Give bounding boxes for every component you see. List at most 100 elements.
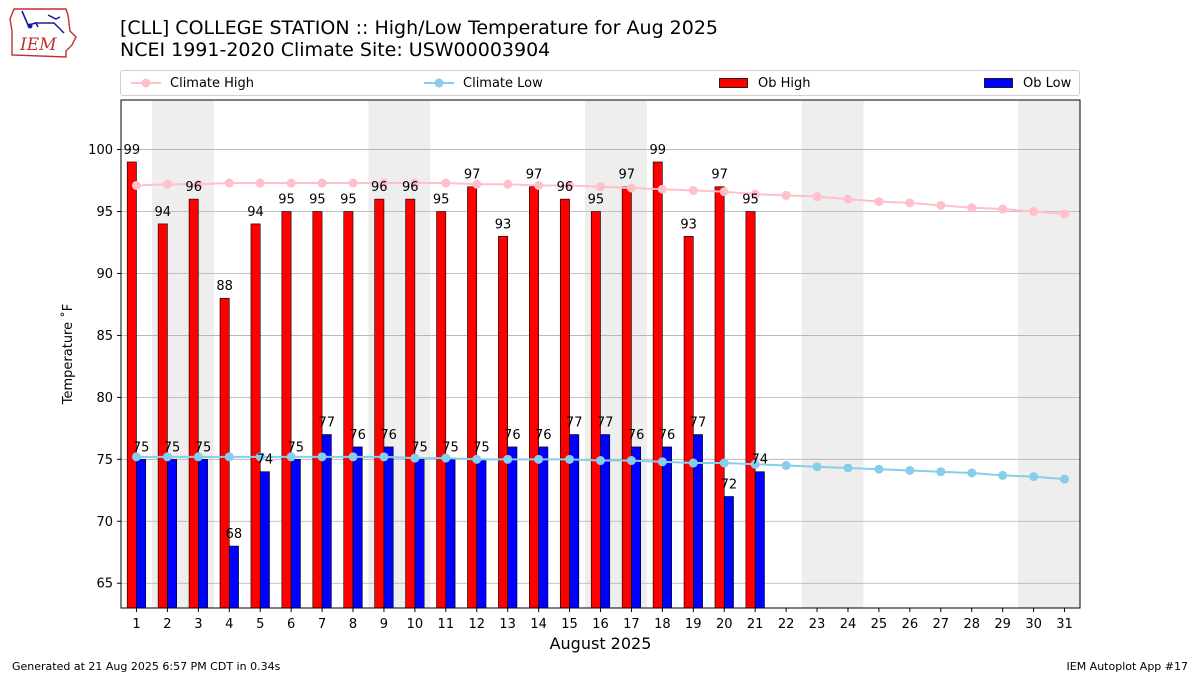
legend-item-climate-high: Climate High bbox=[131, 71, 254, 95]
ob-low-label: 75 bbox=[288, 440, 305, 455]
climate-low-point bbox=[131, 452, 141, 462]
climate-low-point bbox=[781, 461, 791, 471]
iem-logo: IEM bbox=[9, 8, 77, 58]
climate-high-point bbox=[781, 190, 791, 200]
x-tick-label: 1 bbox=[132, 617, 140, 632]
app-credit: IEM Autoplot App #17 bbox=[1066, 660, 1189, 673]
ob-low-label: 77 bbox=[690, 416, 707, 431]
x-tick-label: 24 bbox=[840, 617, 857, 632]
x-tick-label: 19 bbox=[685, 617, 702, 632]
x-tick-label: 25 bbox=[871, 617, 888, 632]
climate-low-point bbox=[874, 464, 884, 474]
climate-low-point bbox=[441, 453, 451, 463]
legend-item-ob-low: Ob Low bbox=[984, 71, 1071, 95]
climate-low-point bbox=[936, 467, 946, 477]
ob-high-label: 96 bbox=[371, 180, 388, 195]
x-tick-label: 23 bbox=[809, 617, 826, 632]
y-tick-label: 100 bbox=[88, 143, 113, 158]
ob-low-bar bbox=[631, 446, 642, 609]
climate-high-point bbox=[255, 178, 265, 188]
y-tick-label: 65 bbox=[96, 577, 113, 592]
climate-low-point bbox=[750, 459, 760, 469]
climate-high-point bbox=[843, 194, 853, 204]
ob-low-label: 75 bbox=[133, 440, 150, 455]
climate-low-point bbox=[348, 452, 358, 462]
legend-label-ob-high: Ob High bbox=[758, 75, 811, 91]
climate-high-point bbox=[936, 200, 946, 210]
ob-low-label: 75 bbox=[411, 440, 428, 455]
x-tick-label: 31 bbox=[1056, 617, 1073, 632]
y-tick-label: 90 bbox=[96, 267, 113, 282]
legend-label-climate-high: Climate High bbox=[170, 75, 255, 91]
x-tick-label: 3 bbox=[194, 617, 202, 632]
ob-high-label: 99 bbox=[124, 143, 141, 158]
ob-low-label: 75 bbox=[164, 440, 181, 455]
climate-high-point bbox=[534, 180, 544, 190]
generated-timestamp: Generated at 21 Aug 2025 6:57 PM CDT in … bbox=[12, 660, 281, 673]
ob-high-label: 97 bbox=[619, 168, 636, 183]
ob-high-bar bbox=[312, 211, 323, 609]
x-tick-label: 9 bbox=[380, 617, 388, 632]
ob-high-bar bbox=[745, 211, 756, 609]
ob-low-bar bbox=[538, 446, 549, 609]
ob-low-bar bbox=[414, 459, 425, 609]
ob-high-label: 95 bbox=[340, 193, 357, 208]
climate-low-point bbox=[534, 454, 544, 464]
climate-low-point bbox=[688, 458, 698, 468]
ob-high-bar bbox=[559, 198, 570, 609]
x-tick-label: 11 bbox=[438, 617, 455, 632]
weekend-band bbox=[832, 100, 864, 608]
climate-high-point bbox=[626, 183, 636, 193]
climate-high-point bbox=[317, 178, 327, 188]
ob-high-label: 95 bbox=[433, 193, 450, 208]
legend-label-ob-low: Ob Low bbox=[1023, 75, 1072, 91]
x-tick-label: 27 bbox=[933, 617, 950, 632]
climate-low-point bbox=[657, 457, 667, 467]
climate-high-point bbox=[967, 203, 977, 213]
ob-low-bar bbox=[352, 446, 363, 609]
ob-high-swatch-icon bbox=[719, 78, 748, 88]
ob-low-bar bbox=[198, 459, 208, 609]
ob-high-bar bbox=[157, 223, 168, 609]
climate-high-point bbox=[812, 192, 822, 202]
ob-low-label: 76 bbox=[535, 428, 552, 443]
ob-low-bar bbox=[723, 496, 734, 609]
ob-high-label: 95 bbox=[742, 193, 759, 208]
ob-low-swatch-icon bbox=[984, 78, 1013, 88]
x-tick-label: 29 bbox=[994, 617, 1011, 632]
climate-high-point bbox=[162, 179, 172, 189]
ob-high-label: 95 bbox=[588, 193, 605, 208]
climate-low-point bbox=[843, 463, 853, 473]
climate-high-point bbox=[1060, 209, 1070, 219]
weekend-band bbox=[1049, 100, 1080, 608]
ob-low-label: 76 bbox=[659, 428, 676, 443]
ob-high-bar bbox=[343, 211, 354, 609]
ob-high-bar bbox=[590, 211, 601, 609]
climate-high-point bbox=[750, 189, 760, 199]
x-tick-label: 20 bbox=[716, 617, 733, 632]
climate-high-point bbox=[379, 178, 389, 188]
ob-low-bar bbox=[383, 446, 394, 609]
y-tick-label: 80 bbox=[96, 391, 113, 406]
y-axis-label: Temperature ˚F bbox=[60, 304, 76, 405]
ob-low-label: 74 bbox=[257, 453, 274, 468]
ob-high-bar bbox=[126, 161, 137, 609]
y-tick-label: 75 bbox=[96, 453, 113, 468]
climate-low-point bbox=[626, 456, 636, 466]
x-tick-label: 5 bbox=[256, 617, 264, 632]
ob-high-label: 96 bbox=[557, 180, 574, 195]
x-tick-label: 10 bbox=[407, 617, 424, 632]
climate-high-point bbox=[224, 178, 234, 188]
climate-low-point bbox=[317, 452, 327, 462]
y-tick-label: 70 bbox=[96, 515, 113, 530]
climate-high-point bbox=[596, 182, 605, 192]
ob-high-bar bbox=[467, 186, 478, 609]
ob-high-bar bbox=[250, 223, 261, 609]
ob-high-bar bbox=[405, 198, 416, 609]
climate-low-point bbox=[472, 454, 482, 464]
x-tick-label: 15 bbox=[561, 617, 578, 632]
x-tick-label: 2 bbox=[163, 617, 171, 632]
y-tick-label: 95 bbox=[96, 205, 113, 220]
legend-label-climate-low: Climate Low bbox=[463, 75, 543, 91]
